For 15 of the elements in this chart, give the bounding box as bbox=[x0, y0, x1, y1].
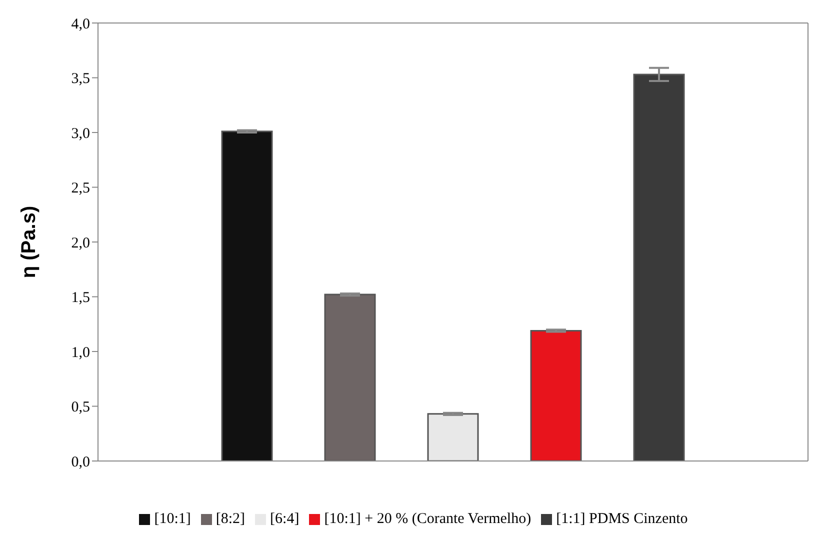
y-axis-title: η (Pa.s) bbox=[18, 206, 40, 278]
y-tick-label: 2,0 bbox=[71, 235, 90, 252]
legend-label: [10:1] bbox=[154, 511, 191, 527]
y-tick-label: 4,0 bbox=[71, 16, 90, 32]
y-tick-label: 0,0 bbox=[71, 454, 90, 470]
y-tick-label: 0,5 bbox=[71, 400, 90, 416]
legend-label: [10:1] + 20 % (Corante Vermelho) bbox=[324, 511, 532, 527]
y-tick-label: 1,0 bbox=[71, 344, 90, 361]
y-tick-label: 3,5 bbox=[71, 71, 90, 88]
legend-label: [1:1] PDMS Cinzento bbox=[556, 511, 688, 527]
y-tick-label: 1,5 bbox=[71, 290, 90, 306]
y-tick-label: 3,0 bbox=[71, 126, 90, 142]
y-tick-label: 2,5 bbox=[71, 180, 90, 197]
legend-label: [6:4] bbox=[270, 511, 300, 527]
legend-label: [8:2] bbox=[216, 511, 246, 527]
